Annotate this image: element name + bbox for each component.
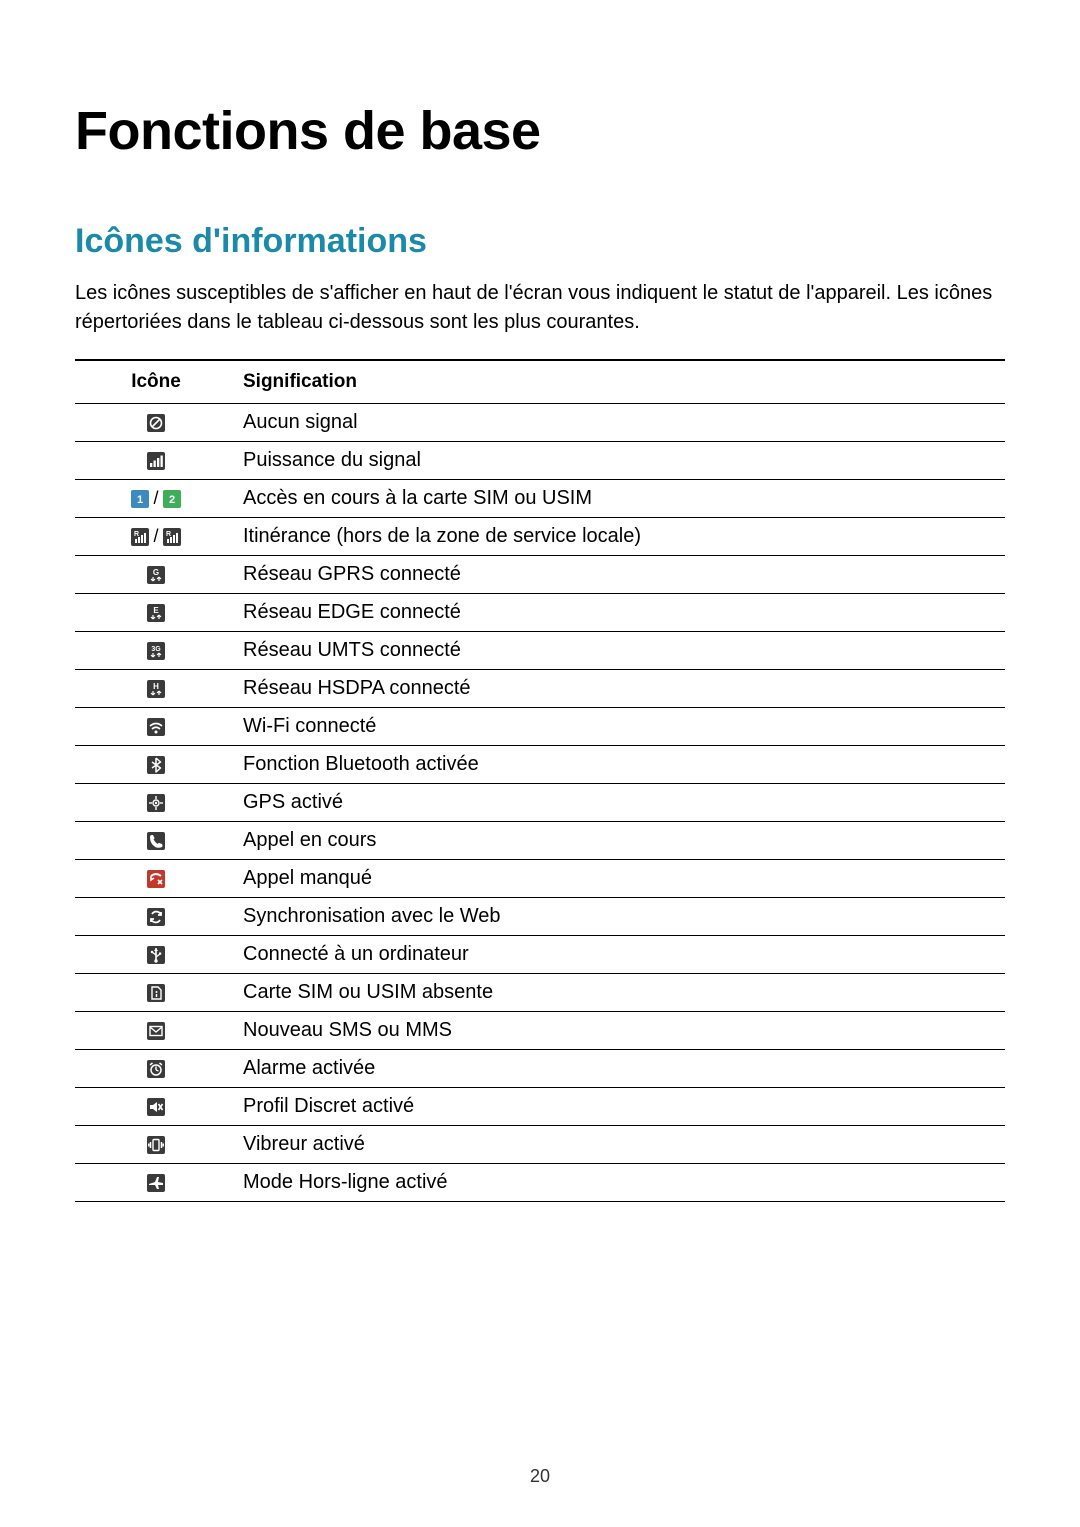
- table-header-row: Icône Signification: [75, 360, 1005, 404]
- intro-paragraph: Les icônes susceptibles de s'afficher en…: [75, 279, 1005, 337]
- meaning-cell: GPS activé: [237, 784, 1005, 822]
- missed-call-icon: [75, 860, 237, 898]
- table-row: Vibreur activé: [75, 1126, 1005, 1164]
- table-row: Fonction Bluetooth activée: [75, 746, 1005, 784]
- meaning-cell: Mode Hors-ligne activé: [237, 1164, 1005, 1202]
- table-row: R /R Itinérance (hors de la zone de serv…: [75, 518, 1005, 556]
- svg-text:2: 2: [168, 494, 174, 506]
- bluetooth-icon: [75, 746, 237, 784]
- svg-text:R: R: [166, 531, 171, 538]
- table-row: Appel manqué: [75, 860, 1005, 898]
- usb-icon: [75, 936, 237, 974]
- silent-icon: [75, 1088, 237, 1126]
- sync-icon: [75, 898, 237, 936]
- meaning-cell: Carte SIM ou USIM absente: [237, 974, 1005, 1012]
- table-row: GPS activé: [75, 784, 1005, 822]
- table-row: Carte SIM ou USIM absente: [75, 974, 1005, 1012]
- section-title: Icônes d'informations: [75, 222, 1005, 261]
- meaning-cell: Itinérance (hors de la zone de service l…: [237, 518, 1005, 556]
- table-row: Synchronisation avec le Web: [75, 898, 1005, 936]
- page-container: Fonctions de base Icônes d'informations …: [0, 0, 1080, 1527]
- table-row: G Réseau GPRS connecté: [75, 556, 1005, 594]
- wifi-icon: [75, 708, 237, 746]
- meaning-cell: Réseau GPRS connecté: [237, 556, 1005, 594]
- no-sim-icon: [75, 974, 237, 1012]
- call-icon: [75, 822, 237, 860]
- meaning-cell: Wi-Fi connecté: [237, 708, 1005, 746]
- table-row: Profil Discret activé: [75, 1088, 1005, 1126]
- meaning-cell: Alarme activée: [237, 1050, 1005, 1088]
- svg-text:G: G: [153, 568, 159, 577]
- column-header-icon: Icône: [75, 360, 237, 404]
- page-number: 20: [0, 1466, 1080, 1487]
- chapter-title: Fonctions de base: [75, 100, 1005, 162]
- svg-text:1: 1: [137, 494, 143, 506]
- meaning-cell: Connecté à un ordinateur: [237, 936, 1005, 974]
- gps-icon: [75, 784, 237, 822]
- table-row: Connecté à un ordinateur: [75, 936, 1005, 974]
- meaning-cell: Synchronisation avec le Web: [237, 898, 1005, 936]
- signal-icon: [75, 442, 237, 480]
- meaning-cell: Fonction Bluetooth activée: [237, 746, 1005, 784]
- svg-text:H: H: [153, 682, 159, 691]
- icons-table: Icône Signification Aucun signal Puissan…: [75, 359, 1005, 1202]
- meaning-cell: Réseau UMTS connecté: [237, 632, 1005, 670]
- table-row: Puissance du signal: [75, 442, 1005, 480]
- table-row: Mode Hors-ligne activé: [75, 1164, 1005, 1202]
- table-row: Wi-Fi connecté: [75, 708, 1005, 746]
- vibrate-icon: [75, 1126, 237, 1164]
- meaning-cell: Réseau EDGE connecté: [237, 594, 1005, 632]
- meaning-cell: Vibreur activé: [237, 1126, 1005, 1164]
- meaning-cell: Accès en cours à la carte SIM ou USIM: [237, 480, 1005, 518]
- column-header-meaning: Signification: [237, 360, 1005, 404]
- umts-icon: 3G: [75, 632, 237, 670]
- svg-text:3G: 3G: [151, 646, 161, 653]
- svg-text:E: E: [153, 606, 159, 615]
- meaning-cell: Réseau HSDPA connecté: [237, 670, 1005, 708]
- meaning-cell: Appel en cours: [237, 822, 1005, 860]
- meaning-cell: Profil Discret activé: [237, 1088, 1005, 1126]
- table-row: E Réseau EDGE connecté: [75, 594, 1005, 632]
- table-row: Aucun signal: [75, 404, 1005, 442]
- table-row: Appel en cours: [75, 822, 1005, 860]
- roaming-icon: R /R: [75, 518, 237, 556]
- meaning-cell: Aucun signal: [237, 404, 1005, 442]
- message-icon: [75, 1012, 237, 1050]
- gprs-icon: G: [75, 556, 237, 594]
- alarm-icon: [75, 1050, 237, 1088]
- svg-text:R: R: [134, 531, 139, 538]
- meaning-cell: Appel manqué: [237, 860, 1005, 898]
- edge-icon: E: [75, 594, 237, 632]
- table-row: 1/2Accès en cours à la carte SIM ou USIM: [75, 480, 1005, 518]
- meaning-cell: Nouveau SMS ou MMS: [237, 1012, 1005, 1050]
- airplane-icon: [75, 1164, 237, 1202]
- table-row: Nouveau SMS ou MMS: [75, 1012, 1005, 1050]
- table-row: H Réseau HSDPA connecté: [75, 670, 1005, 708]
- meaning-cell: Puissance du signal: [237, 442, 1005, 480]
- sim-1-2-icon: 1/2: [75, 480, 237, 518]
- hsdpa-icon: H: [75, 670, 237, 708]
- table-row: 3G Réseau UMTS connecté: [75, 632, 1005, 670]
- no-signal-icon: [75, 404, 237, 442]
- table-row: Alarme activée: [75, 1050, 1005, 1088]
